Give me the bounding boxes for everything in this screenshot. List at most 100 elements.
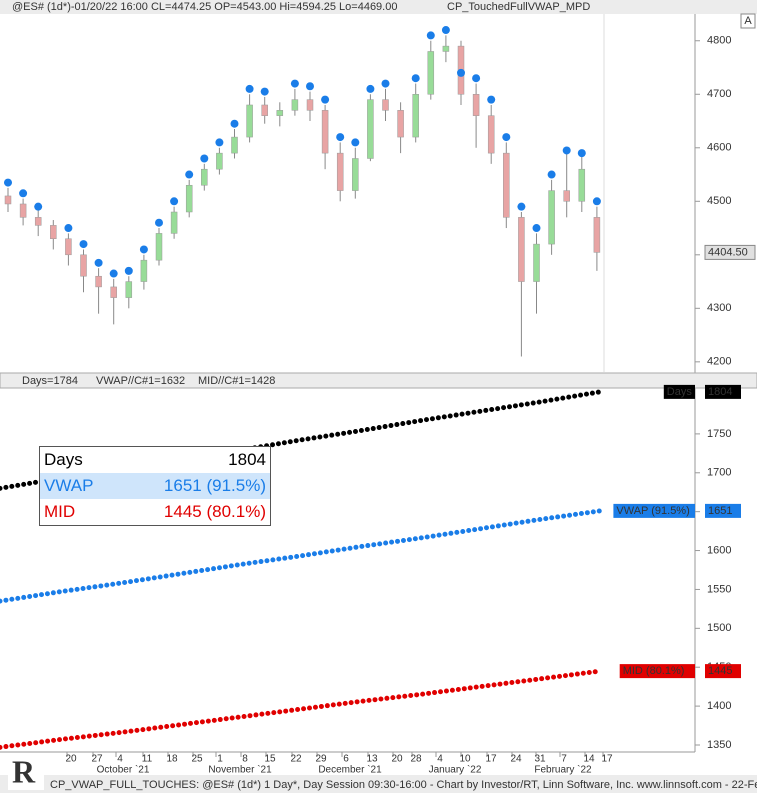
end-value: 1445 — [708, 665, 732, 677]
candle-body — [201, 168, 208, 186]
date-label: 10 — [459, 754, 471, 765]
touch-dot — [532, 224, 541, 233]
touch-dot — [336, 133, 345, 142]
series-line — [0, 668, 603, 750]
month-label: October `21 — [97, 764, 150, 776]
touch-dot — [366, 84, 375, 93]
touch-dot — [230, 119, 239, 128]
lower-legend-bar — [0, 372, 757, 389]
touch-dot — [547, 170, 556, 179]
touch-dot — [139, 245, 148, 254]
touch-dot — [290, 79, 299, 88]
candle-body — [367, 99, 374, 159]
touch-dot — [215, 138, 224, 147]
autoscale-label[interactable]: A — [744, 15, 752, 27]
candle-body — [34, 217, 42, 226]
date-label: 11 — [142, 754, 153, 765]
date-label: 24 — [510, 754, 522, 765]
logo: R — [8, 753, 44, 790]
date-label: 17 — [485, 754, 497, 765]
last-price: 4404.50 — [708, 246, 748, 258]
y-tick-label: 1500 — [707, 622, 731, 634]
legend-days: Days=1784 — [22, 375, 78, 387]
svg-text:R: R — [12, 753, 36, 789]
date-label: 22 — [290, 754, 302, 765]
y-tick-label: 1400 — [707, 700, 731, 712]
candle-body — [563, 190, 570, 202]
y-tick-label: 4600 — [707, 142, 731, 154]
candle-body — [352, 158, 359, 191]
candle-body — [110, 286, 117, 298]
candle-body — [578, 168, 586, 202]
touch-dot — [245, 84, 254, 93]
y-tick-label: 4700 — [707, 88, 731, 100]
candle-body — [397, 110, 404, 138]
candle-body — [276, 110, 284, 116]
date-label: 7 — [561, 754, 567, 765]
date-label: 28 — [410, 754, 422, 765]
touch-dot — [4, 178, 12, 187]
touch-dot — [200, 154, 209, 163]
candle-body — [518, 217, 525, 282]
touch-dot — [426, 31, 435, 40]
touch-dot — [306, 82, 314, 91]
tooltip-row: VWAP 1651 (91.5%) — [40, 473, 270, 499]
y-tick-label: 1550 — [707, 583, 731, 595]
end-name: Days — [667, 386, 693, 398]
date-label: 1 — [217, 754, 223, 765]
touch-dot — [94, 258, 103, 267]
legend-vwap: VWAP//C#1=1632 — [96, 375, 185, 387]
date-label: 14 — [583, 754, 595, 765]
candle-body — [487, 115, 495, 154]
touch-dot — [321, 95, 330, 104]
header-instrument: @ES# (1d*)-01/20/22 16:00 CL=4474.25 OP=… — [12, 1, 397, 13]
tooltip: Days 1804 VWAP 1651 (91.5%) MID 1445 (80.1%) — [39, 446, 271, 526]
month-label: February `22 — [534, 764, 592, 776]
end-value: 1651 — [708, 505, 732, 517]
candle-body — [246, 104, 253, 138]
month-label: December `21 — [318, 764, 382, 776]
y-tick-label: 4200 — [707, 356, 731, 368]
candle-body — [65, 238, 72, 256]
date-label: 20 — [65, 754, 77, 765]
candle-body — [95, 275, 102, 288]
tooltip-label: MID — [44, 502, 76, 521]
last-price-box — [704, 244, 756, 260]
touch-dot — [64, 224, 73, 233]
footer: CP_VWAP_FULL_TOUCHES: @ES# (1d*) 1 Day*,… — [50, 779, 757, 791]
y-tick-label: 4800 — [707, 35, 731, 47]
candle-body — [306, 99, 314, 111]
touch-dot — [19, 189, 28, 198]
candle-body — [291, 99, 299, 111]
candle-body — [231, 136, 238, 154]
touch-dot — [260, 87, 269, 96]
candle-body — [442, 45, 450, 52]
date-label: 29 — [315, 754, 327, 765]
touch-dot — [124, 266, 133, 275]
touch-dot — [109, 269, 118, 278]
tooltip-row: MID 1445 (80.1%) — [40, 499, 270, 525]
tooltip-value: 1445 (80.1%) — [163, 502, 266, 521]
candle-body — [261, 104, 268, 116]
date-label: 4 — [117, 754, 123, 765]
series-line — [0, 508, 603, 604]
end-name: MID (80.1%) — [623, 665, 685, 677]
candle-body — [80, 254, 87, 277]
date-label: 15 — [264, 754, 276, 765]
end-name-box — [619, 664, 695, 679]
autoscale-button[interactable] — [740, 13, 756, 29]
candle-body — [427, 51, 435, 95]
end-name: VWAP (91.5%) — [616, 505, 689, 517]
header-bar — [0, 0, 757, 14]
touch-dot — [502, 133, 511, 142]
date-label: 17 — [601, 754, 613, 765]
tooltip-label: VWAP — [44, 476, 94, 495]
month-label: January `22 — [429, 764, 482, 776]
candle-body — [170, 211, 178, 234]
candle-body — [336, 152, 344, 191]
y-tick-label: 4300 — [707, 302, 731, 314]
candle-body — [412, 94, 419, 138]
candle-body — [382, 99, 389, 111]
touch-dot — [34, 202, 43, 211]
touch-dot — [79, 240, 88, 249]
